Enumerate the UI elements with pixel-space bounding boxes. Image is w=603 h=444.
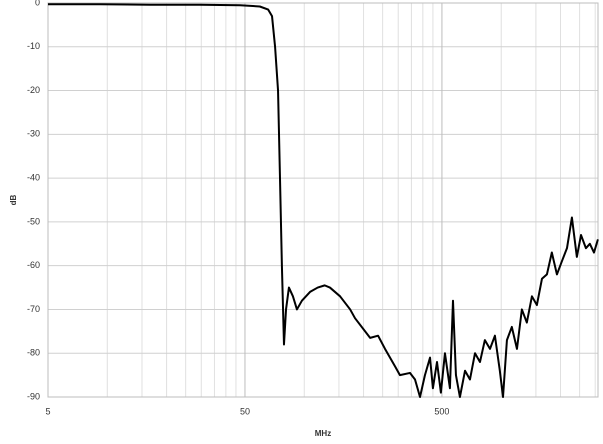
y-tick-label: -20 <box>27 85 40 95</box>
y-tick-label: -40 <box>27 172 40 182</box>
y-tick-label: -90 <box>27 391 40 401</box>
data-line <box>48 3 599 398</box>
y-tick-label: -80 <box>27 348 40 358</box>
x-tick-label: 50 <box>240 406 250 416</box>
x-tick-label: 500 <box>434 406 449 416</box>
x-tick-label: 5 <box>45 406 50 416</box>
y-tick-label: -10 <box>27 41 40 51</box>
y-tick-label: -60 <box>27 260 40 270</box>
x-axis-label: MHz <box>315 429 331 438</box>
y-axis-label: dB <box>9 194 18 205</box>
y-tick-label: -50 <box>27 216 40 226</box>
y-tick-label: 0 <box>35 0 40 7</box>
plot-frame <box>47 2 599 398</box>
y-tick-label: -30 <box>27 129 40 139</box>
y-tick-label: -70 <box>27 304 40 314</box>
